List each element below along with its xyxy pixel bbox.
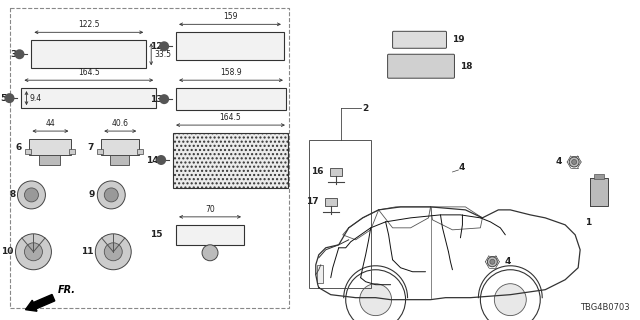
Text: 70: 70: [205, 205, 215, 214]
Circle shape: [572, 159, 577, 164]
Circle shape: [95, 234, 131, 270]
Text: 16: 16: [311, 167, 324, 176]
Circle shape: [159, 41, 169, 51]
Text: 3: 3: [10, 50, 17, 59]
Bar: [173, 133, 288, 188]
Circle shape: [24, 188, 38, 202]
Text: 13: 13: [150, 95, 162, 104]
Text: 15: 15: [150, 230, 162, 239]
Text: 158.9: 158.9: [220, 68, 242, 77]
Text: 6: 6: [15, 142, 22, 152]
Text: 33.5: 33.5: [154, 50, 171, 59]
Text: 4: 4: [458, 164, 465, 172]
Text: 18: 18: [460, 62, 473, 71]
FancyBboxPatch shape: [392, 31, 447, 48]
Text: 11: 11: [81, 247, 93, 256]
Text: 164.5: 164.5: [78, 68, 100, 77]
FancyArrow shape: [26, 294, 55, 311]
Bar: [590, 178, 608, 206]
Circle shape: [494, 284, 526, 316]
Bar: [69, 149, 76, 154]
Circle shape: [97, 181, 125, 209]
Bar: [137, 149, 143, 154]
Circle shape: [360, 284, 392, 316]
Bar: [308, 140, 371, 288]
Text: 17: 17: [306, 197, 319, 206]
Bar: [176, 225, 244, 245]
Bar: [110, 155, 129, 165]
Circle shape: [17, 181, 45, 209]
Bar: [317, 265, 323, 283]
Bar: [330, 168, 342, 176]
Text: 40.6: 40.6: [112, 119, 129, 128]
Bar: [10, 8, 289, 308]
Circle shape: [569, 157, 579, 167]
Circle shape: [202, 245, 218, 261]
Text: 164.5: 164.5: [220, 113, 241, 122]
Bar: [176, 32, 284, 60]
FancyBboxPatch shape: [388, 54, 454, 78]
Text: 4: 4: [504, 257, 511, 266]
Text: FR.: FR.: [58, 285, 76, 295]
Text: 14: 14: [147, 156, 159, 164]
Bar: [101, 139, 140, 155]
Circle shape: [104, 188, 118, 202]
Bar: [26, 149, 31, 154]
Bar: [324, 198, 337, 206]
Text: 9: 9: [89, 190, 95, 199]
Circle shape: [490, 259, 495, 264]
Bar: [22, 88, 156, 108]
Circle shape: [104, 243, 122, 261]
Text: 44: 44: [45, 119, 55, 128]
Circle shape: [156, 155, 166, 165]
Bar: [97, 149, 103, 154]
Text: 7: 7: [87, 142, 93, 152]
Circle shape: [24, 243, 42, 261]
Bar: [31, 40, 146, 68]
Text: 19: 19: [452, 35, 465, 44]
Text: 122.5: 122.5: [78, 20, 100, 29]
Bar: [29, 139, 72, 155]
Circle shape: [4, 93, 15, 103]
Text: 159: 159: [223, 12, 237, 21]
Circle shape: [488, 257, 497, 267]
Text: 4: 4: [556, 157, 562, 166]
Circle shape: [15, 49, 24, 59]
Text: 5: 5: [0, 94, 6, 103]
Bar: [176, 88, 286, 110]
Text: 1: 1: [585, 218, 591, 227]
Text: 10: 10: [1, 247, 13, 256]
Bar: [40, 155, 60, 165]
Bar: [594, 174, 604, 179]
Circle shape: [159, 94, 169, 104]
Text: TBG4B0703: TBG4B0703: [580, 303, 630, 312]
Text: 12: 12: [150, 42, 162, 51]
Text: 2: 2: [363, 104, 369, 113]
Text: 9.4: 9.4: [29, 94, 42, 103]
Text: 8: 8: [9, 190, 15, 199]
Circle shape: [15, 234, 51, 270]
